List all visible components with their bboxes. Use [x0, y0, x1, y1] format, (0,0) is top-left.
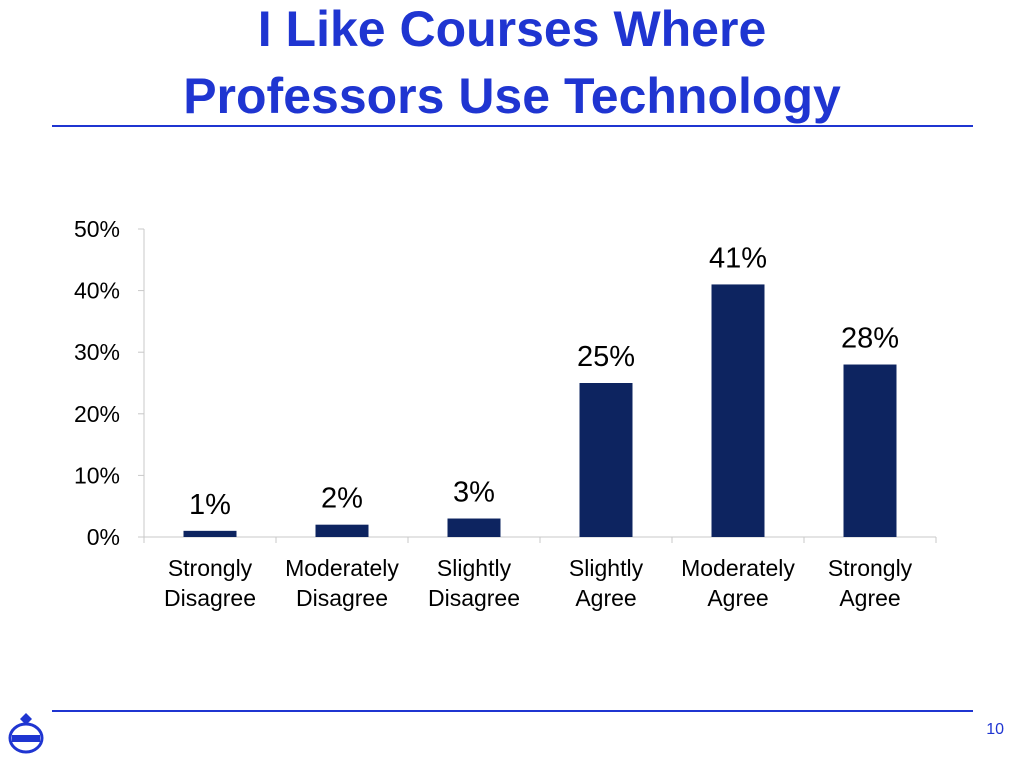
slide-title: I Like Courses Where Professors Use Tech… — [0, 0, 1024, 130]
x-category-label: Moderately — [285, 555, 399, 581]
x-category-label: Agree — [707, 585, 768, 611]
x-category-label: Disagree — [296, 585, 388, 611]
x-category-label: Strongly — [168, 555, 253, 581]
y-tick-label: 0% — [87, 524, 120, 550]
x-category-label: Agree — [575, 585, 636, 611]
data-label: 25% — [577, 341, 635, 373]
bar-chart: 0% 10% 20% 30% 40% 50% 1% Strongly Disagree 2% Mod… — [74, 216, 937, 611]
data-label: 3% — [453, 477, 495, 509]
adaptech-logo-icon — [8, 713, 44, 754]
x-category-label: Agree — [839, 585, 900, 611]
bar — [183, 530, 237, 537]
title-line-2: Professors Use Technology — [183, 68, 841, 124]
x-category-label: Strongly — [828, 555, 913, 581]
data-label: 41% — [709, 242, 767, 274]
y-tick-label: 20% — [74, 401, 120, 427]
title-divider — [52, 125, 973, 127]
y-tick-label: 10% — [74, 462, 120, 488]
data-label: 2% — [321, 483, 363, 515]
bar — [843, 364, 897, 537]
footer-divider — [52, 710, 973, 712]
data-label: 28% — [841, 323, 899, 355]
data-label: 1% — [189, 489, 231, 521]
bar — [579, 383, 633, 537]
bar — [711, 284, 765, 537]
y-tick-label: 30% — [74, 339, 120, 365]
x-category-label: Moderately — [681, 555, 795, 581]
y-tick-label: 50% — [74, 216, 120, 242]
x-category-label: Slightly — [569, 555, 644, 581]
bar — [447, 518, 501, 537]
title-line-1: I Like Courses Where — [257, 1, 767, 57]
y-tick-label: 40% — [74, 278, 120, 304]
x-category-label: Slightly — [437, 555, 512, 581]
x-category-label: Disagree — [164, 585, 256, 611]
page-number: 10 — [986, 721, 1004, 738]
bar — [315, 524, 369, 537]
x-category-label: Disagree — [428, 585, 520, 611]
